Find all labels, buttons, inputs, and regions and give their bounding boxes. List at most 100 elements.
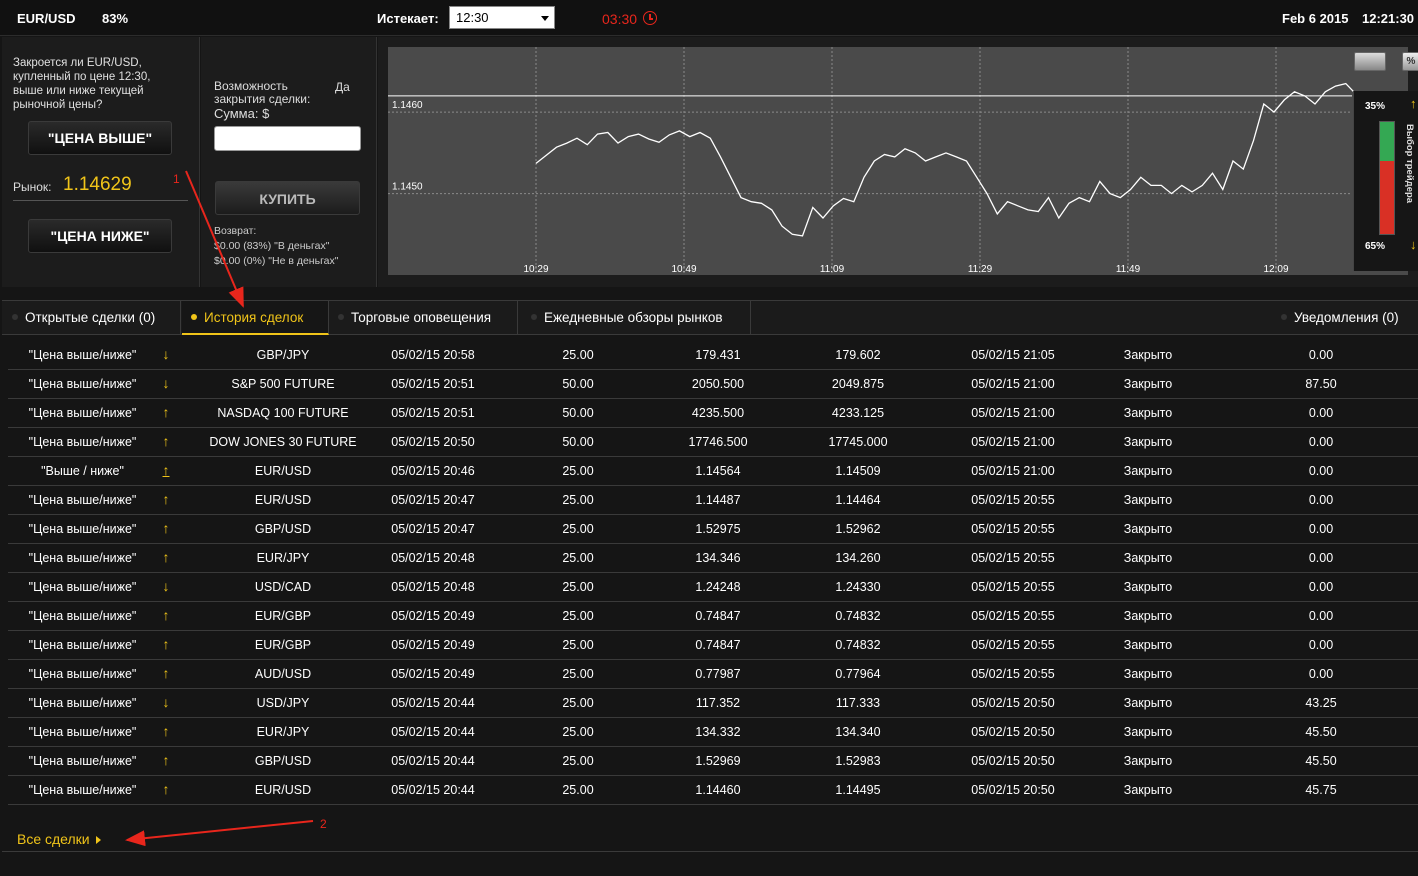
return-info: Возврат: $0.00 (83%) "В деньгах" $0.00 (… xyxy=(214,224,339,269)
close-price: 134.260 xyxy=(835,551,881,565)
percent-button[interactable]: % xyxy=(1402,52,1418,71)
direction-icon: ↑ xyxy=(162,462,170,478)
deal-amount: 25.00 xyxy=(562,638,594,652)
direction-icon: ↑ xyxy=(162,723,170,739)
close-time: 05/02/15 20:55 xyxy=(971,667,1055,681)
amount-label: Сумма: $ xyxy=(214,106,270,121)
price-series-line xyxy=(535,82,1357,237)
buy-button[interactable]: КУПИТЬ xyxy=(215,181,360,215)
deal-status: Закрыто xyxy=(1123,522,1173,536)
close-price: 1.14464 xyxy=(835,493,881,507)
close-option-label: Возможность закрытия сделки: xyxy=(214,79,311,106)
direction-icon: ↑ xyxy=(162,404,170,420)
deal-amount: 25.00 xyxy=(562,696,594,710)
direction-icon: ↑ xyxy=(162,433,170,449)
countdown-timer: 03:30 xyxy=(602,11,638,27)
asset-name[interactable]: EUR/USD xyxy=(17,11,76,26)
table-row[interactable]: "Цена выше/ниже" ↑ AUD/USD 05/02/15 20:49 25… xyxy=(8,660,1418,689)
table-row[interactable]: "Цена выше/ниже" ↑ DOW JONES 30 FUTURE 05/0… xyxy=(8,428,1418,457)
close-time: 05/02/15 21:00 xyxy=(971,435,1055,449)
open-time: 05/02/15 20:58 xyxy=(391,348,475,362)
tab-trade-alerts[interactable]: Торговые оповещения xyxy=(330,301,518,335)
arrow-up-icon: ↑ xyxy=(1410,96,1417,111)
close-price: 1.14509 xyxy=(835,464,881,478)
tab-label: Открытые сделки (0) xyxy=(25,310,156,325)
deal-payout: 43.25 xyxy=(1305,696,1337,710)
price-chart[interactable]: 10:29 10:49 11:09 11:29 11:49 12:09 1.1450 1.14… xyxy=(378,37,1418,287)
deal-type: "Цена выше/ниже" xyxy=(28,580,137,594)
lower-button[interactable]: "ЦЕНА НИЖЕ" xyxy=(28,219,172,253)
expiry-select[interactable]: 12:30 xyxy=(449,6,555,29)
table-row[interactable]: "Цена выше/ниже" ↓ GBP/JPY 05/02/15 20:58 25… xyxy=(8,341,1418,370)
direction-icon: ↑ xyxy=(162,520,170,536)
deal-asset: GBP/JPY xyxy=(256,348,310,362)
divider xyxy=(13,200,188,201)
table-row[interactable]: "Цена выше/ниже" ↑ EUR/JPY 05/02/15 20:48 25… xyxy=(8,544,1418,573)
table-row[interactable]: "Цена выше/ниже" ↓ S&P 500 FUTURE 05/02/15 … xyxy=(8,370,1418,399)
table-row[interactable]: "Цена выше/ниже" ↑ EUR/USD 05/02/15 20:44 25… xyxy=(8,776,1418,805)
arrow-down-icon: ↓ xyxy=(1410,237,1417,252)
plot-area xyxy=(388,47,1408,275)
table-row[interactable]: "Выше / ниже" ↑ EUR/USD 05/02/15 20:46 25.00… xyxy=(8,457,1418,486)
tab-deal-history[interactable]: История сделок xyxy=(182,301,329,335)
deal-asset: USD/JPY xyxy=(256,696,310,710)
amount-input[interactable] xyxy=(214,126,361,151)
table-row[interactable]: "Цена выше/ниже" ↑ EUR/JPY 05/02/15 20:44 25… xyxy=(8,718,1418,747)
table-row[interactable]: "Цена выше/ниже" ↓ USD/JPY 05/02/15 20:44 25… xyxy=(8,689,1418,718)
deal-type: "Цена выше/ниже" xyxy=(28,522,137,536)
deal-payout: 0.00 xyxy=(1308,638,1334,652)
clock-icon xyxy=(643,11,657,25)
annotation-number-2: 2 xyxy=(320,817,327,831)
open-price: 134.332 xyxy=(695,725,741,739)
deal-type: "Цена выше/ниже" xyxy=(28,348,137,362)
deal-amount: 50.00 xyxy=(562,377,594,391)
table-row[interactable]: "Цена выше/ниже" ↑ NASDAQ 100 FUTURE 05/02/… xyxy=(8,399,1418,428)
table-row[interactable]: "Цена выше/ниже" ↑ EUR/GBP 05/02/15 20:49 25… xyxy=(8,631,1418,660)
open-time: 05/02/15 20:48 xyxy=(391,551,475,565)
return-in-money: $0.00 (83%) "В деньгах" xyxy=(214,240,330,252)
open-time: 05/02/15 20:46 xyxy=(391,464,475,478)
deal-asset: EUR/JPY xyxy=(256,725,310,739)
all-deals-link[interactable]: Все сделки xyxy=(17,831,101,847)
open-price: 1.14564 xyxy=(695,464,741,478)
open-time: 05/02/15 20:48 xyxy=(391,580,475,594)
expires-label: Истекает: xyxy=(377,11,439,26)
close-price: 134.340 xyxy=(835,725,881,739)
open-time: 05/02/15 20:47 xyxy=(391,522,475,536)
all-deals-label: Все сделки xyxy=(17,831,90,847)
open-price: 1.14460 xyxy=(695,783,741,797)
deal-asset: AUD/USD xyxy=(254,667,312,681)
table-row[interactable]: "Цена выше/ниже" ↑ EUR/GBP 05/02/15 20:49 25… xyxy=(8,602,1418,631)
deal-asset: GBP/USD xyxy=(254,522,312,536)
deal-status: Закрыто xyxy=(1123,348,1173,362)
table-row[interactable]: "Цена выше/ниже" ↑ GBP/USD 05/02/15 20:44 25… xyxy=(8,747,1418,776)
table-row[interactable]: "Цена выше/ниже" ↓ USD/CAD 05/02/15 20:48 25… xyxy=(8,573,1418,602)
close-time: 05/02/15 20:50 xyxy=(971,696,1055,710)
y-tick-label: 1.1450 xyxy=(392,182,423,193)
x-tick-label: 11:49 xyxy=(1116,264,1141,275)
close-time: 05/02/15 20:50 xyxy=(971,754,1055,768)
trader-sentiment: 35% ↑ Выбор трейдера 65% ↓ xyxy=(1353,91,1418,271)
close-price: 2049.875 xyxy=(831,377,885,391)
tab-label: Ежедневные обзоры рынков xyxy=(544,310,723,325)
current-date: Feb 6 2015 xyxy=(1282,11,1349,26)
deal-status: Закрыто xyxy=(1123,551,1173,565)
direction-panel: Закроется ли EUR/USD, купленный по цене … xyxy=(2,37,200,287)
tab-open-deals[interactable]: Открытые сделки (0) xyxy=(2,301,181,335)
open-time: 05/02/15 20:44 xyxy=(391,725,475,739)
close-price: 1.52983 xyxy=(835,754,881,768)
deal-status: Закрыто xyxy=(1123,377,1173,391)
tab-notifications[interactable]: Уведомления (0) xyxy=(1277,301,1418,335)
deal-status: Закрыто xyxy=(1123,580,1173,594)
table-row[interactable]: "Цена выше/ниже" ↑ GBP/USD 05/02/15 20:47 25… xyxy=(8,515,1418,544)
expiry-value: 12:30 xyxy=(456,10,489,25)
y-tick-label: 1.1460 xyxy=(392,100,423,111)
tab-market-reviews[interactable]: Ежедневные обзоры рынков xyxy=(519,301,751,335)
close-price: 0.74832 xyxy=(835,638,881,652)
direction-icon: ↓ xyxy=(162,375,170,391)
higher-button[interactable]: "ЦЕНА ВЫШЕ" xyxy=(28,121,172,155)
deal-payout: 0.00 xyxy=(1308,609,1334,623)
deal-asset: EUR/USD xyxy=(254,493,312,507)
table-row[interactable]: "Цена выше/ниже" ↑ EUR/USD 05/02/15 20:47 25… xyxy=(8,486,1418,515)
chart-type-button[interactable] xyxy=(1354,52,1386,71)
